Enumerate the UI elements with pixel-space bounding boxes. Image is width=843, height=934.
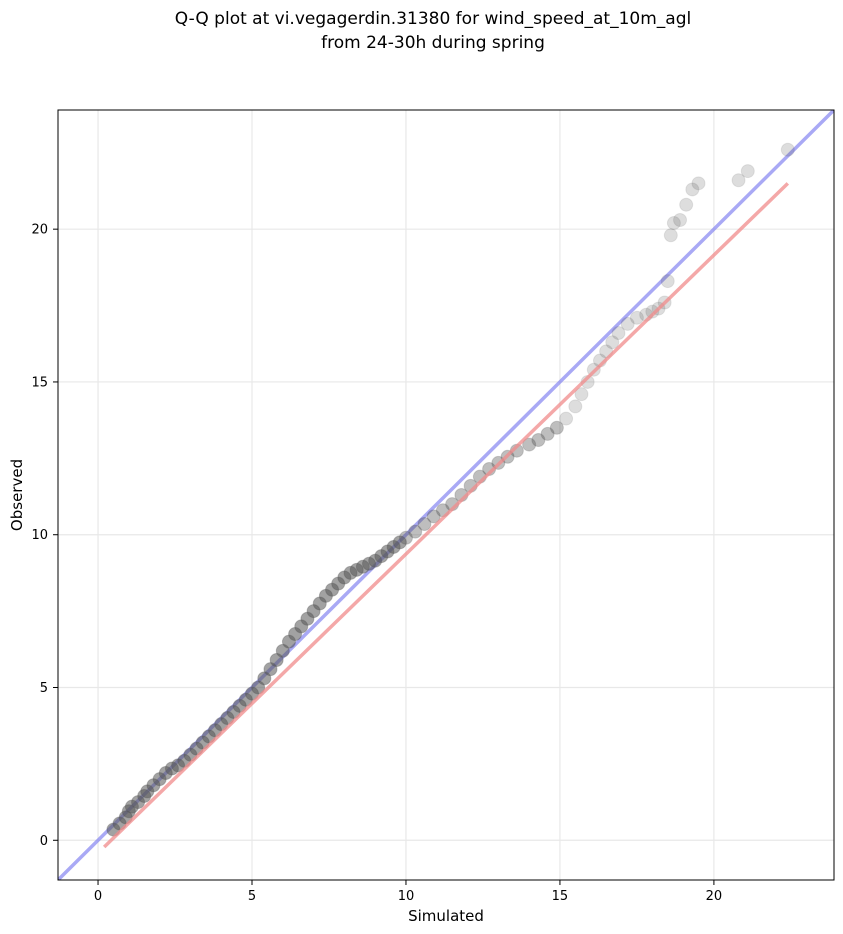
y-tick-label: 5	[40, 681, 48, 696]
chart-title-line2: from 24-30h during spring	[321, 33, 545, 53]
quantile-point	[392, 535, 407, 550]
quantile-point	[522, 437, 537, 452]
quantile-point	[540, 426, 555, 441]
quantile-point	[263, 662, 278, 677]
quantile-point	[673, 213, 688, 227]
y-tick-label: 15	[31, 375, 48, 390]
quantile-point	[275, 643, 290, 658]
quantile-point	[559, 411, 574, 426]
y-axis: 0 5 10 15 20	[31, 223, 58, 849]
y-axis-label: Observed	[8, 459, 26, 531]
fit-line	[102, 182, 790, 849]
y-tick-label: 0	[40, 834, 48, 849]
plot-layers	[58, 110, 834, 880]
quantile-point	[605, 335, 620, 350]
x-tick-label: 5	[248, 889, 256, 904]
quantile-point	[645, 304, 660, 319]
x-tick-label: 0	[94, 889, 102, 904]
quantile-point	[666, 216, 681, 231]
x-axis-label: Simulated	[408, 907, 484, 925]
quantile-point	[257, 671, 272, 686]
y-tick-label: 10	[31, 528, 48, 543]
x-axis: 0 5 10 15 20	[94, 880, 722, 904]
x-tick-label: 20	[706, 889, 723, 904]
quantile-point	[663, 228, 678, 243]
quantile-point	[549, 420, 564, 435]
quantile-point	[691, 176, 706, 191]
quantile-point	[251, 680, 266, 695]
quantile-point	[780, 142, 795, 157]
quantile-point	[629, 310, 644, 325]
chart-title-line1: Q-Q plot at vi.vegagerdin.31380 for wind…	[175, 9, 691, 29]
quantile-point	[417, 517, 432, 532]
quantile-point	[611, 326, 626, 341]
quantile-point	[620, 316, 635, 331]
quantile-point	[731, 173, 746, 188]
quantile-point	[408, 524, 423, 539]
grid-lines	[58, 110, 834, 880]
quantile-point	[568, 399, 583, 414]
plot-frame	[57, 109, 835, 881]
quantile-point	[679, 197, 694, 212]
y-tick-label: 20	[31, 223, 48, 238]
quantile-point	[531, 433, 546, 447]
x-tick-label: 15	[552, 889, 569, 904]
quantile-point	[426, 509, 441, 524]
x-tick-label: 10	[398, 889, 415, 904]
quantile-point	[660, 274, 675, 289]
quantile-point	[574, 387, 589, 402]
quantile-point	[269, 653, 284, 667]
quantile-point	[398, 530, 413, 545]
quantile-point	[740, 164, 755, 179]
quantile-point	[685, 182, 700, 197]
